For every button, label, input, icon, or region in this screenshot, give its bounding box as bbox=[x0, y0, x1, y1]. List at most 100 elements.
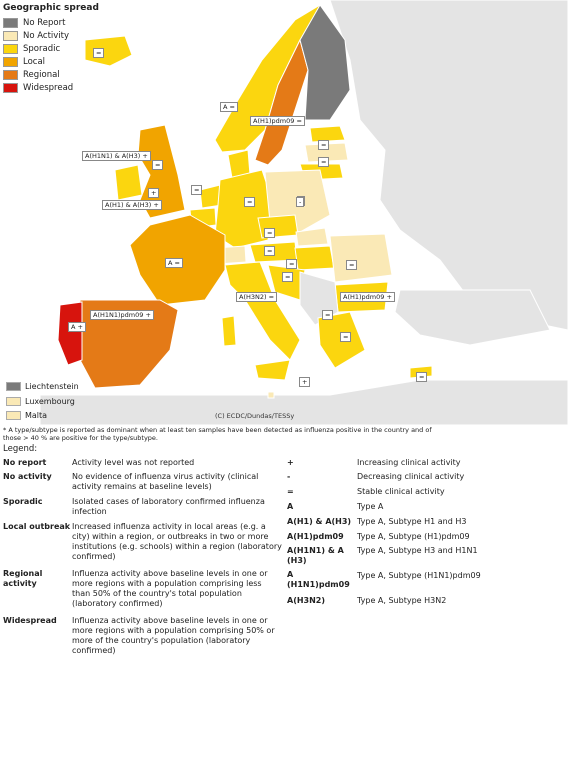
map-badge: A = bbox=[165, 258, 183, 268]
map-badge: + bbox=[299, 377, 311, 387]
map-badge: - bbox=[296, 197, 305, 207]
country-estonia bbox=[309, 125, 346, 143]
legend-item-sporadic: Sporadic bbox=[3, 42, 99, 55]
map-legend-title: Geographic spread bbox=[3, 3, 99, 13]
country-hungary bbox=[294, 245, 335, 271]
symbol-desc: Type A, Subtype (H1N1)pdm09 bbox=[357, 571, 481, 580]
country-iceland bbox=[84, 35, 133, 67]
symbol-desc: Type A, Subtype H3N2 bbox=[357, 596, 447, 605]
map-badge: A(H3N2) = bbox=[236, 292, 278, 302]
country-romania bbox=[329, 233, 393, 283]
symbol-term: A(H3N2) bbox=[287, 596, 326, 605]
small-state-label: Liechtenstein bbox=[25, 382, 79, 391]
legend-label: Local bbox=[23, 56, 46, 67]
symbol-desc: Type A, Subtype (H1)pdm09 bbox=[357, 532, 470, 541]
map-badge: = bbox=[346, 260, 358, 270]
activity-desc: Increased influenza activity in local ar… bbox=[72, 522, 282, 561]
legend-swatch bbox=[3, 17, 18, 28]
map-badge: A(H1N1)pdm09 + bbox=[90, 310, 154, 320]
map-badge: = bbox=[93, 48, 105, 58]
influenza-map: Geographic spread No Report No Activity … bbox=[3, 0, 568, 425]
symbol-desc: Type A, Subtype H3 and H1N1 bbox=[357, 546, 478, 555]
map-badge: = bbox=[416, 372, 428, 382]
activity-term: Local outbreak bbox=[3, 522, 71, 531]
legend-swatch bbox=[3, 82, 18, 93]
map-badge: = bbox=[286, 259, 298, 269]
activity-desc: No evidence of influenza virus activity … bbox=[72, 472, 259, 491]
country-latvia bbox=[304, 142, 349, 163]
country-germany bbox=[214, 169, 273, 249]
symbol-term: A(H1) & A(H3) bbox=[287, 517, 352, 526]
map-badge: = bbox=[264, 228, 276, 238]
legend-label: No Report bbox=[23, 17, 66, 28]
symbol-desc: Type A bbox=[357, 502, 384, 511]
map-badge: = bbox=[318, 140, 330, 150]
country-portugal bbox=[57, 301, 83, 366]
symbol-desc: Type A, Subtype H1 and H3 bbox=[357, 517, 467, 526]
activity-term: No report bbox=[3, 458, 47, 467]
map-badge: A = bbox=[220, 102, 238, 112]
legend-item-widespread: Widespread bbox=[3, 81, 99, 94]
map-badge: A(H1N1) & A(H3) + bbox=[82, 151, 151, 161]
map-legend: Geographic spread No Report No Activity … bbox=[3, 3, 99, 94]
symbol-term: + bbox=[287, 458, 294, 467]
region-turkey-caucasus bbox=[394, 289, 551, 346]
activity-term: Regional activity bbox=[3, 569, 43, 588]
symbol-term: = bbox=[287, 487, 294, 496]
activity-desc: Activity level was not reported bbox=[72, 458, 195, 467]
activity-term: Sporadic bbox=[3, 497, 43, 506]
legend-swatch bbox=[6, 382, 21, 391]
small-state-malta: Malta bbox=[6, 411, 47, 420]
legend-swatch bbox=[6, 397, 21, 406]
small-state-label: Luxembourg bbox=[25, 397, 75, 406]
legend-heading: Legend: bbox=[3, 444, 38, 454]
small-state-label: Malta bbox=[25, 411, 48, 420]
legend-label: No Activity bbox=[23, 30, 70, 41]
map-badge: = bbox=[264, 246, 276, 256]
map-badge: = bbox=[191, 185, 203, 195]
footnote: * A type/subtype is reported as dominant… bbox=[3, 426, 432, 442]
legend-item-regional: Regional bbox=[3, 68, 99, 81]
symbol-desc: Stable clinical activity bbox=[357, 487, 445, 496]
activity-desc: Influenza activity above baseline levels… bbox=[72, 569, 268, 608]
symbol-term: A(H1N1) & A (H3) bbox=[287, 546, 344, 565]
activity-desc: Influenza activity above baseline levels… bbox=[72, 616, 275, 655]
activity-desc: Isolated cases of laboratory confirmed i… bbox=[72, 497, 265, 516]
map-badge: = bbox=[244, 197, 256, 207]
legend-swatch bbox=[3, 56, 18, 67]
legend-swatch bbox=[6, 411, 21, 420]
map-badge: = bbox=[282, 272, 294, 282]
legend-item-no-report: No Report bbox=[3, 16, 99, 29]
map-badge: + bbox=[148, 188, 160, 198]
map-badge: = bbox=[340, 332, 352, 342]
map-badge: = bbox=[318, 157, 330, 167]
symbol-desc: Decreasing clinical activity bbox=[357, 472, 465, 481]
legend-label: Widespread bbox=[23, 82, 74, 93]
copyright-text: (C) ECDC/Dundas/TESSy bbox=[215, 412, 295, 420]
map-badge: A(H1)pdm09 = bbox=[250, 116, 305, 126]
small-state-liechtenstein: Liechtenstein bbox=[6, 382, 79, 391]
map-badge: A(H1) & A(H3) + bbox=[102, 200, 162, 210]
legend-swatch bbox=[3, 69, 18, 80]
symbol-term: - bbox=[287, 472, 291, 481]
symbol-term: A (H1N1)pdm09 bbox=[287, 570, 350, 589]
country-sweden bbox=[254, 38, 309, 166]
europe-map-svg bbox=[39, 0, 568, 425]
legend-swatch bbox=[3, 30, 18, 41]
map-badge: A + bbox=[68, 322, 86, 332]
symbol-desc: Increasing clinical activity bbox=[357, 458, 461, 467]
country-sardinia bbox=[221, 315, 237, 347]
map-badge: = bbox=[152, 160, 164, 170]
legend-swatch bbox=[3, 43, 18, 54]
small-state-luxembourg: Luxembourg bbox=[6, 397, 75, 406]
country-spain bbox=[79, 299, 179, 389]
legend-item-no-activity: No Activity bbox=[3, 29, 99, 42]
legend-item-local: Local bbox=[3, 55, 99, 68]
region-north-africa bbox=[39, 379, 568, 425]
legend-label: Regional bbox=[23, 69, 60, 80]
country-finland bbox=[299, 4, 351, 121]
region-russia bbox=[329, 0, 568, 331]
map-badge: A(H1)pdm09 + bbox=[340, 292, 395, 302]
country-malta bbox=[267, 391, 275, 399]
map-badge: = bbox=[322, 310, 334, 320]
